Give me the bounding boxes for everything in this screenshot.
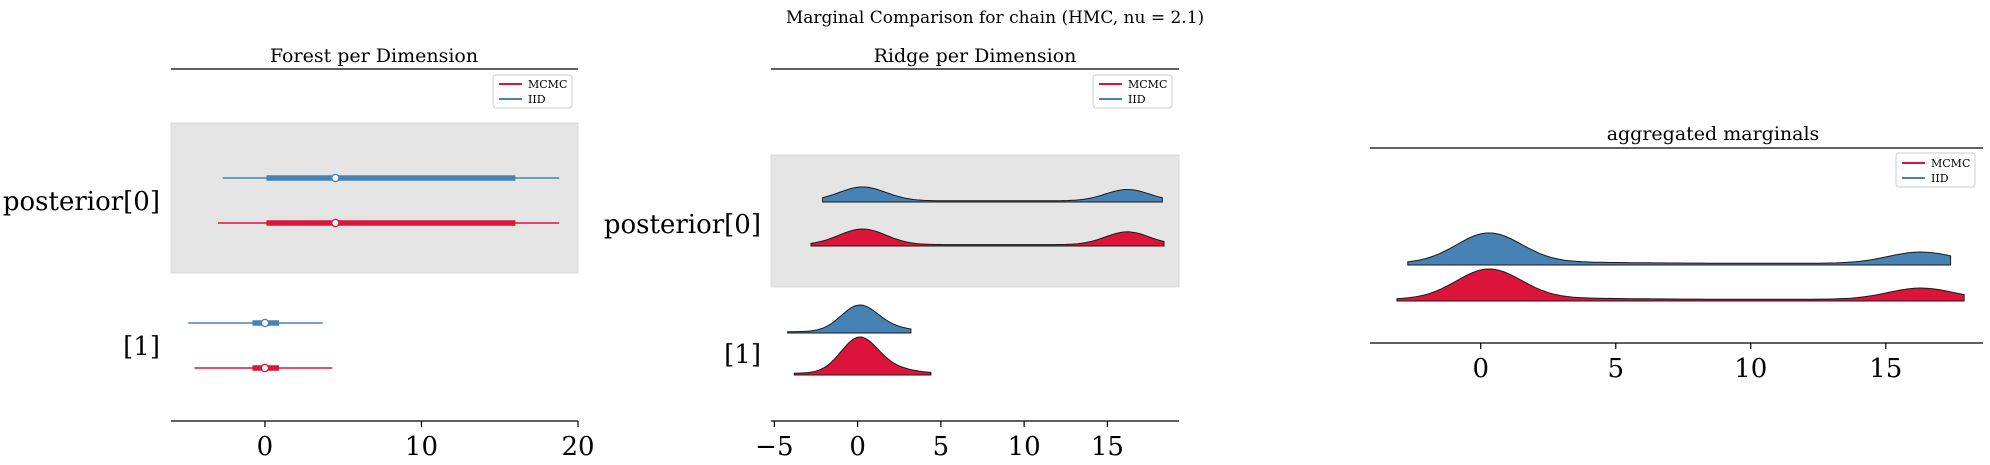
ridge-ylabel-1: [1]	[724, 340, 761, 370]
aggregated-panel: aggregated marginals 0 5 10 15 MCMC IID	[1370, 123, 1983, 384]
ridge-marks	[787, 186, 1165, 376]
forest-median-iid-0	[331, 173, 340, 183]
aggregated-x-ticks: 0 5 10 15	[1472, 343, 1902, 384]
forest-legend-mcmc: MCMC	[528, 78, 567, 91]
forest-ylabel-0: posterior[0]	[3, 187, 160, 217]
ridge-x-tick-label-4: 15	[1091, 432, 1124, 462]
forest-panel: Forest per Dimension 0 10 20 posterior[0] …	[3, 45, 595, 462]
aggregated-legend: MCMC IID	[1895, 152, 1976, 188]
forest-x-tick-label-1: 10	[405, 432, 438, 462]
ridge-legend-mcmc: MCMC	[1128, 78, 1167, 91]
forest-legend-iid: IID	[528, 93, 546, 106]
ridge-x-tick-label-2: 5	[933, 432, 950, 462]
forest-x-ticks: 0 10 20	[257, 421, 595, 462]
ridge-x-tick-label-3: 10	[1008, 432, 1041, 462]
forest-median-iid-1	[260, 318, 270, 328]
ridge-legend: MCMC IID	[1092, 74, 1173, 109]
forest-median-mcmc-0	[331, 218, 340, 228]
ridge-density-mcmc-1	[793, 336, 932, 376]
ridge-x-tick-label-0: −5	[755, 432, 793, 462]
ridge-x-tick-label-1: 0	[849, 432, 866, 462]
forest-x-tick-label-0: 0	[257, 432, 274, 462]
ridge-density-mcmc-0	[810, 228, 1165, 247]
aggregated-title: aggregated marginals	[1607, 123, 1820, 145]
forest-title: Forest per Dimension	[270, 45, 478, 67]
forest-ylabel-1: [1]	[123, 332, 160, 362]
forest-x-tick-label-2: 20	[561, 432, 594, 462]
aggregated-legend-iid: IID	[1931, 172, 1949, 185]
ridge-legend-iid: IID	[1128, 93, 1146, 106]
forest-marks	[188, 173, 560, 373]
ridge-ylabel-0: posterior[0]	[604, 210, 761, 240]
forest-median-mcmc-1	[260, 363, 270, 373]
aggregated-density-mcmc	[1396, 268, 1965, 302]
ridge-density-iid-1	[787, 304, 912, 334]
aggregated-density-iid	[1407, 232, 1952, 266]
ridge-x-ticks: −5 0 5 10 15	[755, 421, 1124, 462]
ridge-panel: Ridge per Dimension −5 0 5 10 15 posterior[0…	[604, 45, 1180, 462]
ridge-highlight-band	[770, 154, 1180, 288]
aggregated-x-tick-label-0: 0	[1472, 354, 1489, 384]
aggregated-x-tick-label-3: 15	[1869, 354, 1902, 384]
figure-suptitle: Marginal Comparison for chain (HMC, nu =…	[786, 8, 1204, 28]
forest-highlight-band	[170, 122, 579, 274]
aggregated-legend-mcmc: MCMC	[1931, 157, 1970, 170]
aggregated-marks	[1396, 232, 1965, 302]
aggregated-x-tick-label-1: 5	[1607, 354, 1624, 384]
aggregated-x-tick-label-2: 10	[1734, 354, 1767, 384]
ridge-density-iid-0	[822, 186, 1163, 203]
forest-legend: MCMC IID	[492, 74, 573, 109]
ridge-title: Ridge per Dimension	[874, 45, 1077, 67]
